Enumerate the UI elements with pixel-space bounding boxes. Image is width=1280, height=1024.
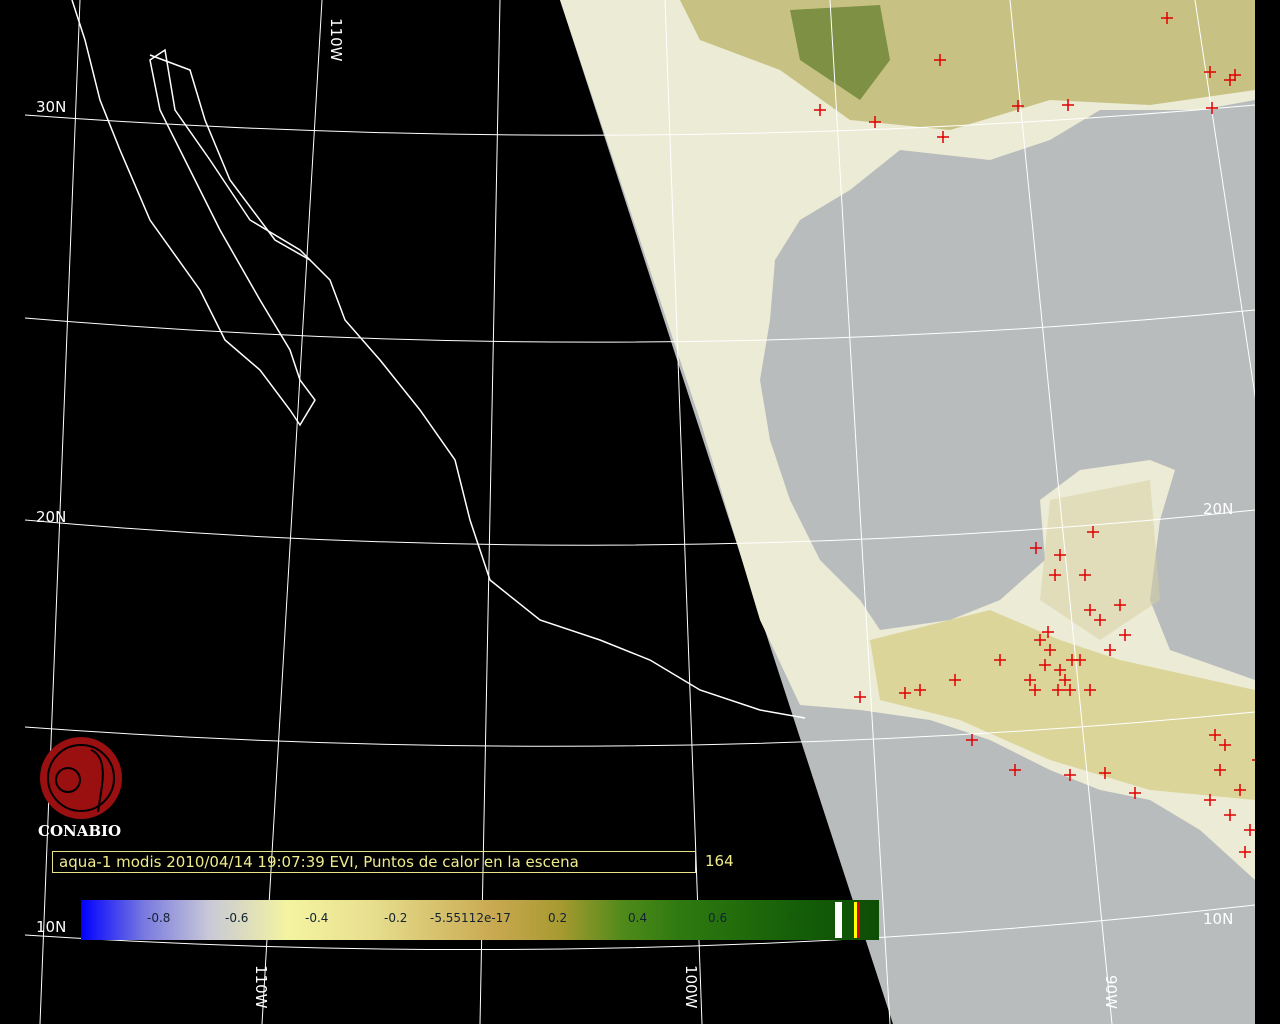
hotspot-marker [1204, 66, 1216, 78]
hotspot-marker [1114, 599, 1126, 611]
scene-caption: aqua-1 modis 2010/04/14 19:07:39 EVI, Pu… [52, 851, 696, 873]
graticule-95w [829, 0, 891, 1024]
hotspot-marker [1054, 549, 1066, 561]
colorbar-tick: -0.4 [305, 911, 329, 925]
graticule-15n [24, 711, 1256, 747]
coastline-baja-california [71, 0, 806, 719]
hotspot-marker [1012, 100, 1024, 112]
colorbar-tick: 0.4 [628, 911, 648, 925]
hotspot-marker [1054, 664, 1066, 676]
lon-label-110w-top: 110W [327, 18, 345, 62]
hotspot-marker [994, 654, 1006, 666]
hotspot-marker [949, 674, 961, 686]
hotspot-marker [1239, 846, 1251, 858]
lat-label-20n: 20N [36, 508, 67, 526]
hotspot-marker [1129, 787, 1141, 799]
hotspot-marker [1059, 674, 1071, 686]
graticule-meridian-1 [39, 0, 81, 1024]
hotspot-marker [1052, 684, 1064, 696]
hotspot-marker [1234, 784, 1246, 796]
hotspot-marker [1104, 644, 1116, 656]
hotspot-marker [1064, 684, 1076, 696]
hotspot-marker [937, 131, 949, 143]
graticule-10n [24, 904, 1256, 951]
coastline-gulf-california [149, 54, 311, 261]
hotspot-marker [1229, 69, 1241, 81]
hotspot-marker [1084, 684, 1096, 696]
right-border [1255, 0, 1280, 1024]
colorbar-nodata-swatch [835, 902, 842, 938]
colorbar-tick: -0.2 [384, 911, 408, 925]
lat-label-10n-right: 10N [1203, 910, 1234, 928]
hotspot-marker [1049, 569, 1061, 581]
colorbar-tick: -5.55112e-17 [430, 911, 511, 925]
hotspot-marker [1084, 604, 1096, 616]
hotspot-marker [966, 734, 978, 746]
graticule-25n [24, 309, 1256, 343]
hotspot-marker [1244, 824, 1256, 836]
hotspot-marker [1079, 569, 1091, 581]
hotspot-marker [914, 684, 926, 696]
colorbar-hotspot-swatch [857, 902, 860, 938]
hotspot-marker [1224, 809, 1236, 821]
hotspot-marker [814, 104, 826, 116]
graticule-90w [1009, 0, 1113, 1024]
hotspot-marker [1087, 526, 1099, 538]
colorbar-tick: 0.2 [548, 911, 568, 925]
colorbar-tick: -0.8 [147, 911, 171, 925]
hotspot-marker [1024, 674, 1036, 686]
hotspot-marker [1099, 767, 1111, 779]
hotspot-marker [1209, 729, 1221, 741]
hotspot-marker [1206, 102, 1218, 114]
hotspot-marker [1044, 644, 1056, 656]
evi-colorbar: -0.8 -0.6 -0.4 -0.2 -5.55112e-17 0.2 0.4… [81, 900, 879, 940]
vegetation-forest [790, 5, 890, 100]
hotspot-marker [1219, 739, 1231, 751]
graticule-105w [479, 0, 501, 1024]
hotspot-marker [1039, 659, 1051, 671]
colorbar-tick: 0.6 [708, 911, 728, 925]
hotspots [814, 12, 1272, 908]
hotspot-marker [899, 687, 911, 699]
lat-label-10n: 10N [36, 918, 67, 936]
hotspot-marker [1009, 764, 1021, 776]
coastline [71, 0, 806, 719]
hotspot-marker [1062, 99, 1074, 111]
hotspot-marker [1029, 684, 1041, 696]
lon-label-110w-bottom: 110W [252, 965, 270, 1009]
lat-label-30n: 30N [36, 98, 67, 116]
hotspot-marker [1030, 542, 1042, 554]
colorbar-tick: 0.8 [788, 911, 808, 925]
vegetation-south [870, 610, 1255, 800]
hotspot-marker [869, 116, 881, 128]
conabio-logo-icon [40, 737, 122, 819]
lat-label-20n-right: 20N [1203, 500, 1234, 518]
hotspot-marker [1034, 634, 1046, 646]
hotspot-marker [1066, 654, 1078, 666]
lon-label-90w: 90W [1102, 975, 1120, 1009]
hotspot-marker [1119, 629, 1131, 641]
graticule-110w [261, 0, 323, 1024]
hotspot-marker [1042, 626, 1054, 638]
hotspot-marker [1204, 794, 1216, 806]
hotspot-marker [854, 691, 866, 703]
logo-text: CONABIO [38, 822, 122, 840]
hotspot-marker [1094, 614, 1106, 626]
colorbar-coast-swatch [854, 902, 857, 938]
hotspot-marker [934, 54, 946, 66]
colorbar-tick: -0.6 [225, 911, 249, 925]
hotspot-marker [1064, 769, 1076, 781]
hotspot-marker [1224, 74, 1236, 86]
hotspot-marker [1214, 764, 1226, 776]
hotspot-marker [1161, 12, 1173, 24]
hotspot-count: 164 [705, 852, 734, 870]
graticule-20n [24, 509, 1256, 546]
lon-label-100w: 100W [682, 965, 700, 1009]
